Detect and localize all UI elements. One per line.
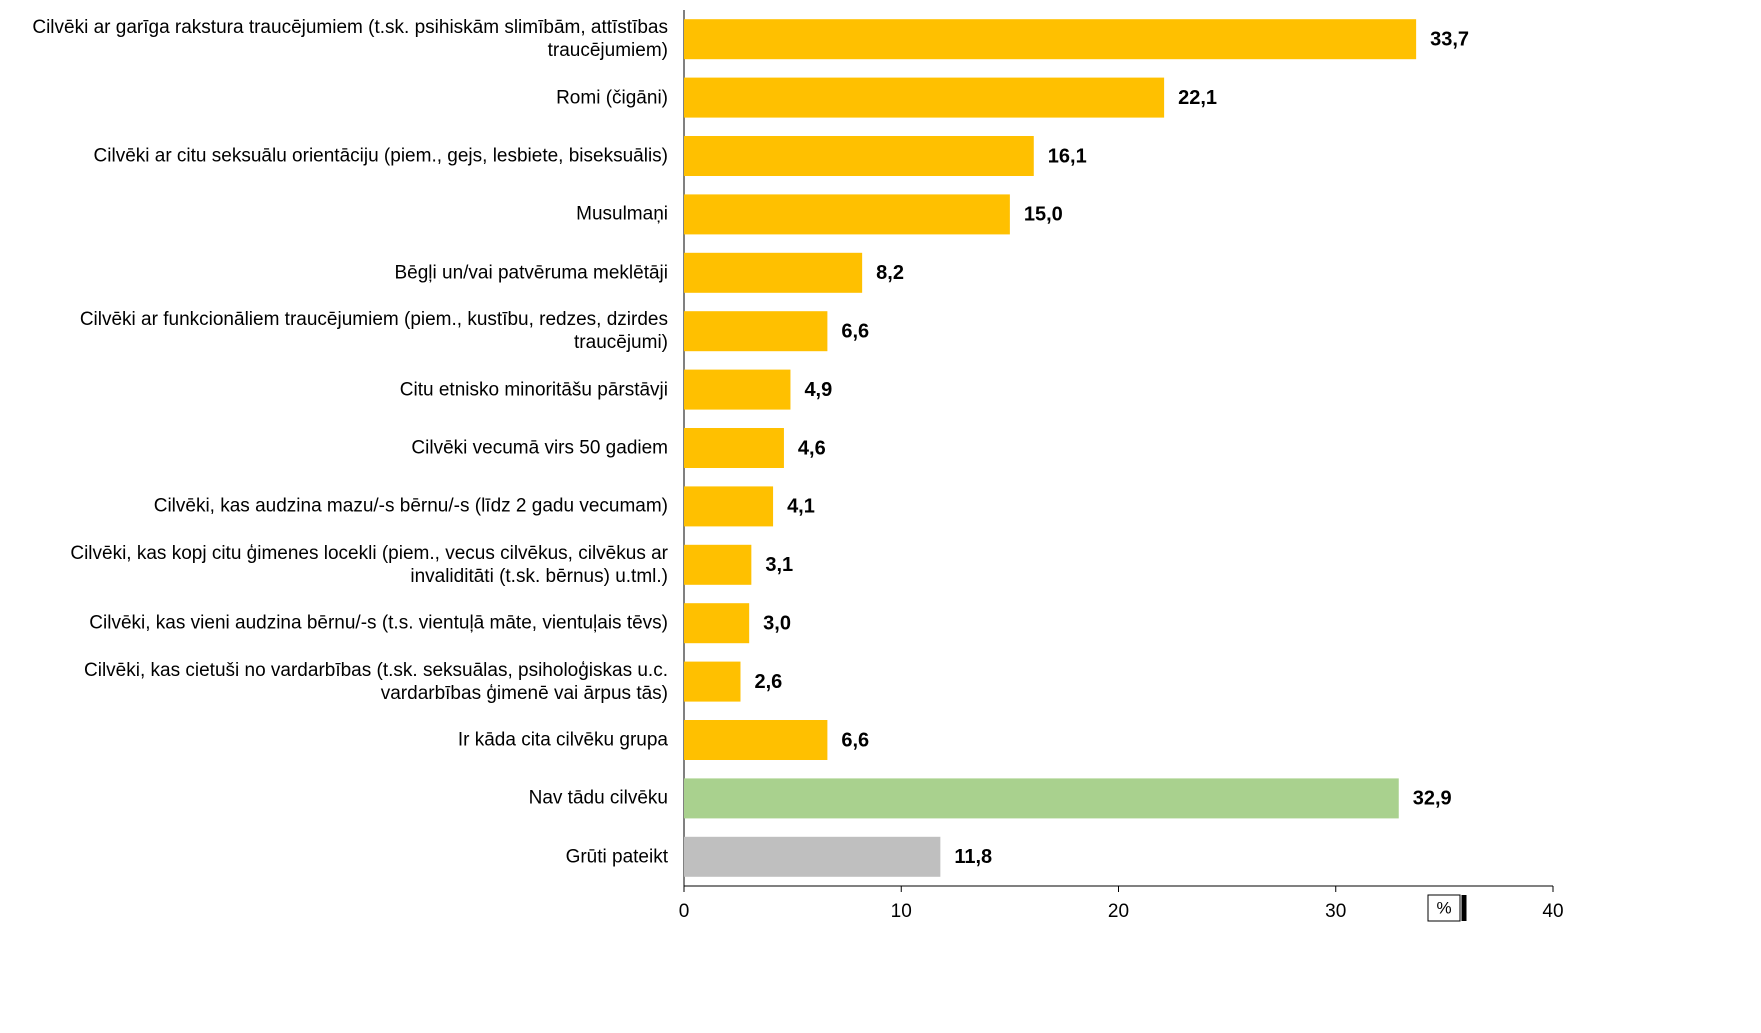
value-label: 2,6 [754, 671, 782, 693]
value-label: 16,1 [1048, 145, 1087, 167]
bar [684, 194, 1010, 235]
value-label: 33,7 [1430, 28, 1469, 50]
bar [684, 544, 752, 585]
value-label: 6,6 [841, 320, 869, 342]
value-label: 6,6 [841, 729, 869, 751]
bar [684, 778, 1399, 819]
x-tick-label: 20 [1108, 901, 1129, 922]
category-label: Citu etnisko minoritāšu pārstāvji [399, 379, 668, 401]
category-label: Musulmaņi [576, 203, 668, 225]
category-label: Cilvēki ar garīga rakstura traucējumiem … [32, 17, 668, 62]
category-label: Bēgļi un/vai patvēruma meklētāji [394, 262, 668, 284]
bar [684, 428, 784, 468]
category-label: Cilvēki ar funkcionāliem traucējumiem (p… [79, 309, 668, 354]
category-label: Cilvēki vecumā virs 50 gadiem [411, 437, 668, 459]
value-label: 3,1 [765, 554, 793, 576]
category-label: Ir kāda cita cilvēku grupa [457, 729, 668, 751]
category-label: Cilvēki, kas cietuši no vardarbības (t.s… [84, 659, 668, 704]
value-label: 3,0 [763, 612, 791, 634]
category-label: Grūti pateikt [565, 846, 668, 868]
value-label: 4,1 [787, 496, 815, 518]
value-label: 11,8 [954, 846, 992, 868]
value-label: 8,2 [876, 262, 904, 284]
x-axis-label: % [1436, 898, 1451, 917]
x-tick-label: 30 [1325, 901, 1346, 922]
bar [684, 19, 1417, 60]
value-label: 32,9 [1413, 788, 1452, 810]
bar [684, 136, 1034, 176]
bar [684, 720, 828, 760]
x-tick-label: 40 [1542, 901, 1563, 922]
category-label: Romi (čigāni) [556, 87, 668, 109]
bar [684, 311, 828, 352]
value-label: 22,1 [1178, 87, 1217, 109]
category-label: Nav tādu cilvēku [528, 787, 668, 809]
value-label: 15,0 [1024, 204, 1063, 226]
unit-box [1427, 894, 1461, 922]
bar [684, 661, 741, 702]
bar [684, 252, 863, 293]
bar [684, 77, 1165, 118]
category-label: Cilvēki, kas kopj citu ģimenes locekli (… [70, 542, 668, 587]
value-label: 4,6 [798, 437, 826, 459]
bar [684, 486, 774, 527]
bar [684, 836, 941, 877]
category-label: Cilvēki, kas audzina mazu/-s bērnu/-s (l… [153, 495, 668, 517]
x-tick-label: 10 [891, 901, 912, 922]
bar [684, 369, 791, 410]
category-label: Cilvēki ar citu seksuālu orientāciju (pi… [93, 145, 668, 167]
x-tick-label: 0 [679, 901, 690, 922]
category-label: Cilvēki, kas vieni audzina bērnu/-s (t.s… [89, 612, 668, 634]
value-label: 4,9 [804, 379, 832, 401]
bar [684, 603, 750, 644]
